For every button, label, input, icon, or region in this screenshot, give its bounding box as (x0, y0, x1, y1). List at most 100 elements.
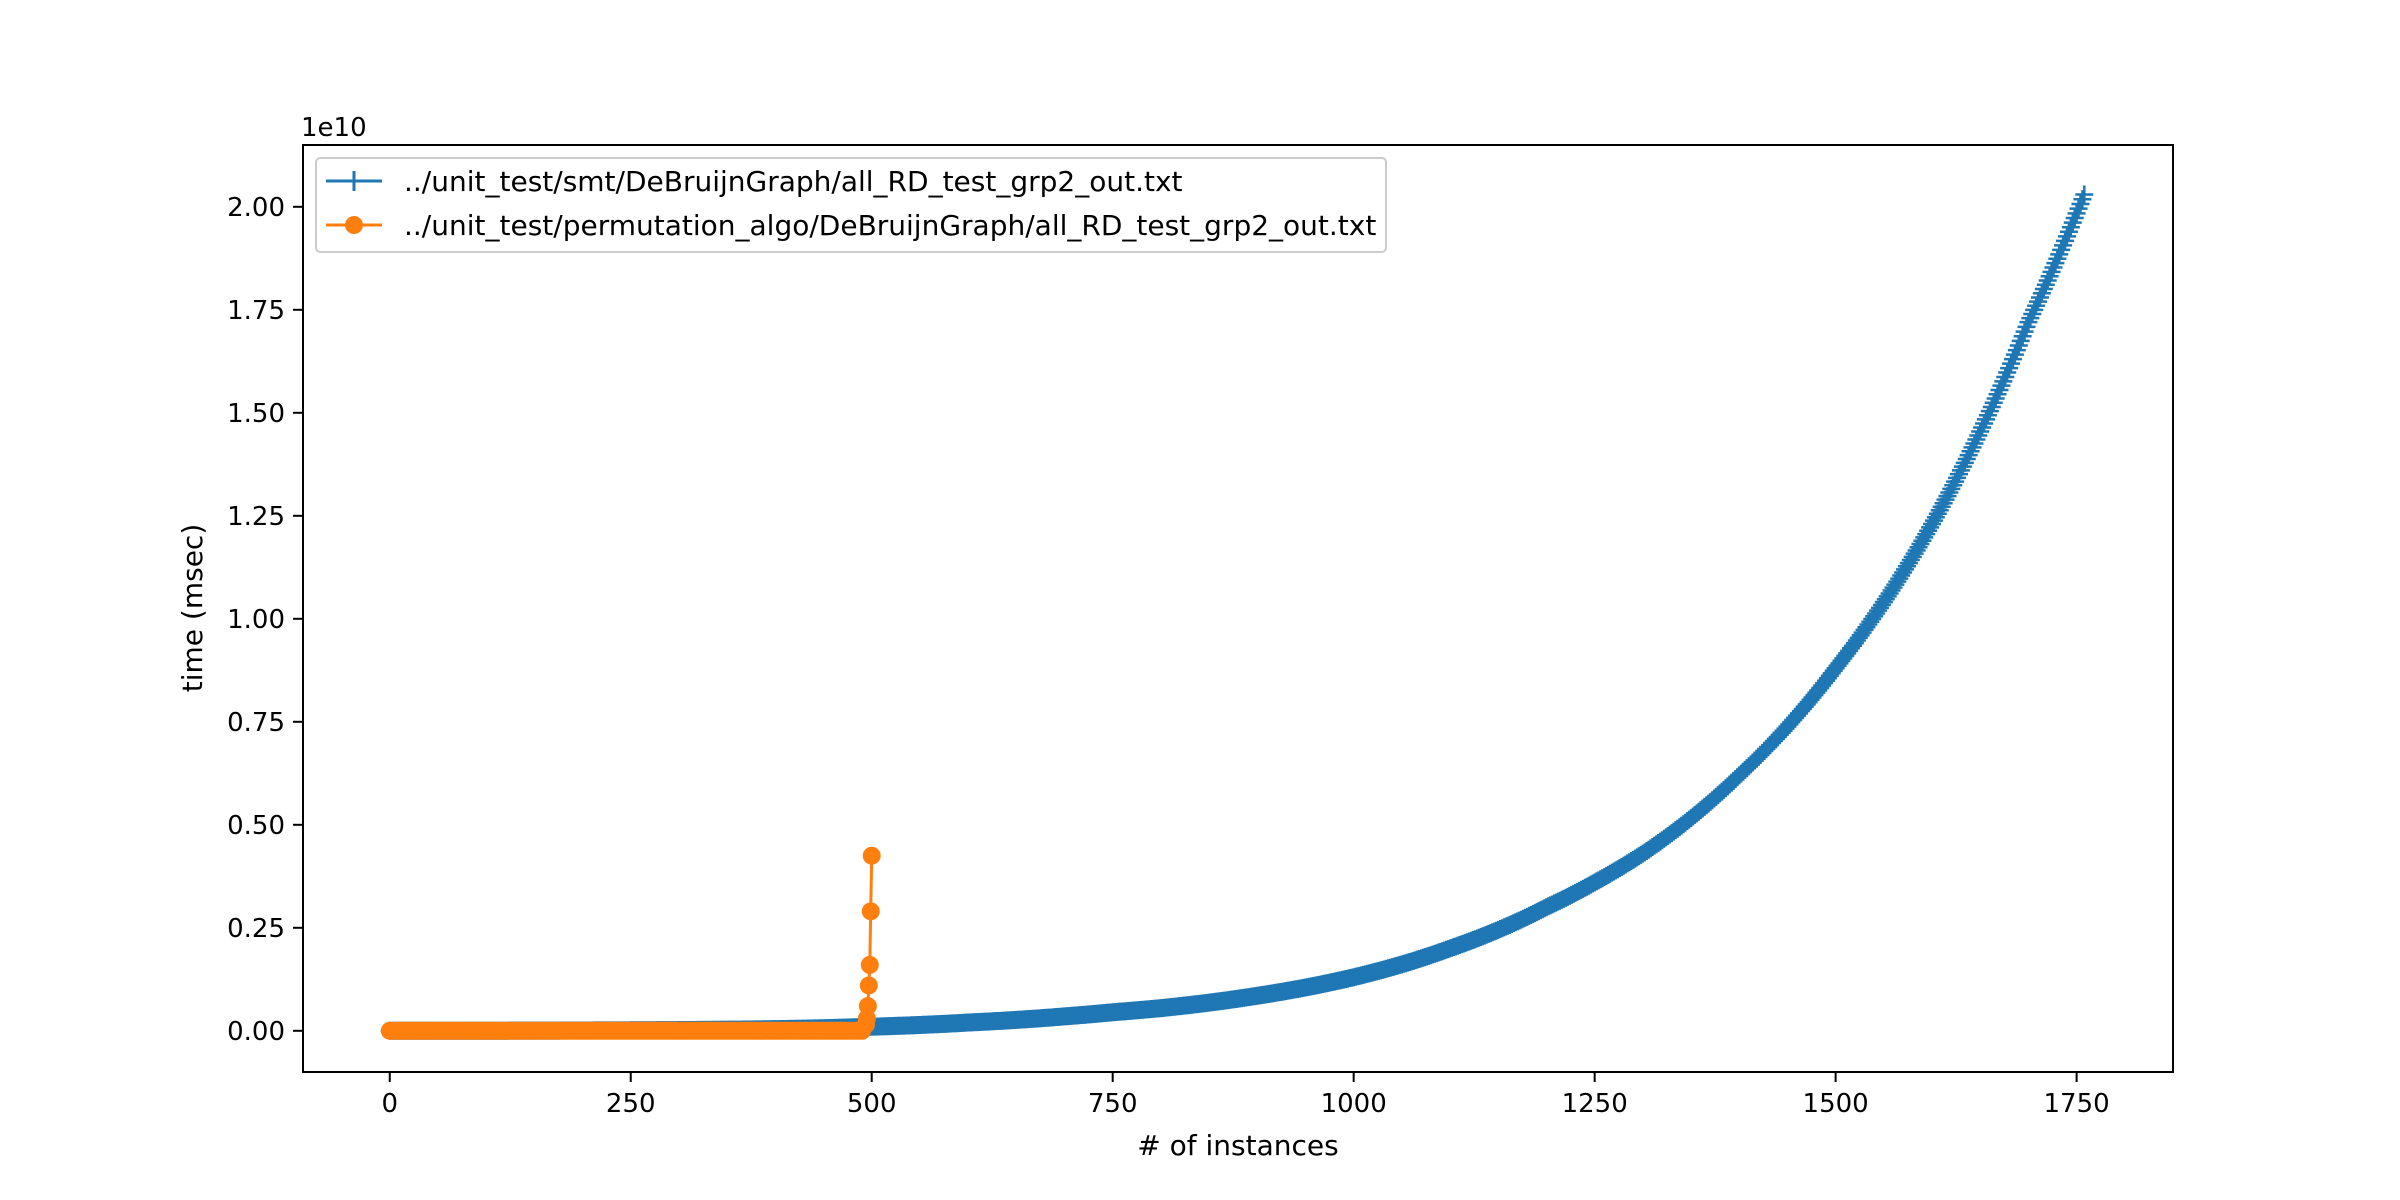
legend-label-smt: ../unit_test/smt/DeBruijnGraph/all_RD_te… (404, 165, 1183, 198)
data-point-smt (1998, 363, 2017, 382)
data-point-smt (2071, 194, 2090, 213)
data-point-permutation (859, 976, 878, 995)
data-point-smt (2042, 262, 2061, 281)
series-layer (380, 185, 2094, 1040)
x-tick-label: 1500 (1803, 1089, 1869, 1119)
data-point-smt (1940, 483, 1959, 502)
data-point-smt (2056, 231, 2075, 250)
series-line-smt (389, 193, 2086, 1033)
legend-marker-plus (344, 171, 364, 191)
data-point-smt (1946, 472, 1965, 491)
data-point-smt (2029, 292, 2048, 311)
data-point-smt (1951, 461, 1970, 480)
data-point-smt (2038, 271, 2057, 290)
x-tick-label: 1000 (1321, 1089, 1387, 1119)
data-point-smt (1978, 406, 1997, 425)
data-point-smt (2003, 350, 2022, 369)
data-point-smt (2015, 322, 2034, 341)
data-point-smt (2057, 227, 2076, 246)
data-point-smt (2036, 275, 2055, 294)
data-point-smt (2025, 300, 2044, 319)
data-point-smt (2021, 309, 2040, 328)
y-axis: 0.00 0.25 0.50 0.75 1.00 1.25 1.50 1.75 2.00 (227, 193, 303, 1047)
data-point-smt (2059, 222, 2078, 241)
data-point-smt (1955, 453, 1974, 472)
data-point-smt (1994, 372, 2013, 391)
y-axis-label: time (msec) (176, 524, 209, 693)
data-point-smt (2052, 240, 2071, 259)
data-point-smt (2061, 218, 2080, 237)
data-point-smt (2048, 249, 2067, 268)
data-point-smt (2044, 258, 2063, 277)
data-point-smt (1963, 438, 1982, 457)
data-point-smt (2023, 305, 2042, 324)
data-point-smt (2054, 236, 2073, 255)
data-point-smt (1988, 385, 2007, 404)
legend: ../unit_test/smt/DeBruijnGraph/all_RD_te… (315, 157, 1387, 253)
data-point-permutation (861, 902, 880, 921)
data-point-permutation (860, 955, 879, 974)
data-point-smt (2046, 254, 2065, 273)
data-point-smt (2000, 359, 2019, 378)
data-point-smt (1953, 457, 1972, 476)
data-point-smt (2009, 336, 2028, 355)
data-point-smt (1990, 380, 2009, 399)
data-point-smt (1942, 479, 1961, 498)
data-point-smt (2002, 354, 2021, 373)
y-tick-label: 2.00 (227, 193, 285, 223)
data-point-smt (1965, 434, 1984, 453)
data-point-smt (1973, 418, 1992, 437)
data-point-smt (1959, 446, 1978, 465)
x-axis: 0 250 500 750 1000 1250 1500 1750 (381, 1072, 2110, 1119)
y-offset-text: 1e10 (301, 113, 367, 143)
data-point-smt (2005, 345, 2024, 364)
data-point-smt (2027, 296, 2046, 315)
data-point-smt (2075, 185, 2094, 204)
data-point-smt (1992, 376, 2011, 395)
data-point-permutation (862, 846, 881, 865)
series-line-permutation (389, 855, 874, 1033)
data-point-smt (2030, 288, 2049, 307)
x-tick-label: 750 (1088, 1089, 1138, 1119)
x-tick-label: 500 (847, 1089, 897, 1119)
series-smt (380, 185, 2094, 1040)
data-point-smt (1977, 410, 1995, 429)
y-tick-label: 0.00 (227, 1017, 285, 1047)
data-point-smt (1957, 450, 1976, 469)
data-point-smt (1980, 402, 1999, 421)
data-point-smt (2013, 327, 2032, 346)
y-tick-label: 0.50 (227, 811, 285, 841)
data-point-smt (1982, 397, 2001, 416)
data-point-smt (2067, 204, 2086, 223)
data-point-smt (1986, 389, 2005, 408)
data-point-smt (1984, 393, 2003, 412)
y-tick-label: 1.25 (227, 502, 285, 532)
data-point-smt (2063, 213, 2082, 232)
x-tick-label: 0 (381, 1089, 398, 1119)
y-tick-label: 1.75 (227, 296, 285, 326)
data-point-smt (2011, 331, 2030, 350)
y-tick-label: 1.50 (227, 399, 285, 429)
data-point-smt (2034, 280, 2053, 299)
y-tick-label: 1.00 (227, 605, 285, 635)
data-point-smt (2017, 317, 2036, 336)
data-point-smt (1948, 468, 1967, 487)
data-point-smt (2050, 245, 2069, 264)
x-tick-label: 1750 (2044, 1089, 2110, 1119)
series-permutation (380, 846, 881, 1040)
legend-marker-circle (345, 216, 363, 234)
data-point-smt (2032, 284, 2051, 303)
x-tick-label: 250 (606, 1089, 656, 1119)
y-tick-label: 0.25 (227, 914, 285, 944)
data-point-smt (1996, 367, 2015, 386)
data-point-smt (1950, 465, 1969, 484)
data-point-smt (1969, 426, 1988, 445)
data-point-smt (2069, 199, 2088, 218)
legend-box (315, 157, 1387, 253)
data-point-smt (1975, 414, 1994, 433)
data-point-smt (2019, 313, 2038, 332)
data-point-smt (2040, 267, 2059, 286)
data-point-smt (1967, 430, 1986, 449)
data-point-smt (2065, 208, 2084, 227)
